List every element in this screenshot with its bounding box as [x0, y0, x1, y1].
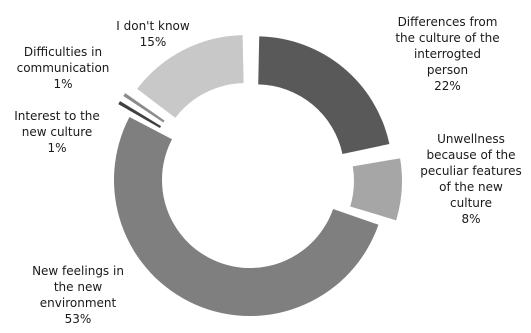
label-unwellness-line-2: because of the [426, 148, 516, 162]
label-differences-value: 22% [434, 79, 461, 93]
slice-interest [118, 101, 162, 129]
label-new-feelings-line-3: environment [39, 296, 117, 310]
slice-new-feelings [114, 116, 379, 317]
label-difficulties-line-2: communication [16, 61, 110, 75]
label-differences: Differences from the culture of the inte… [380, 14, 515, 94]
label-dont-know-value: 15% [139, 35, 167, 49]
label-unwellness-value: 8% [461, 212, 481, 226]
label-unwellness-line-5: culture [450, 196, 492, 210]
slice-difficulties [123, 93, 165, 123]
label-differences-line-3: interrogted [413, 47, 482, 61]
label-dont-know-line-1: I don't know [116, 19, 190, 33]
label-unwellness-line-1: Unwellness [437, 132, 505, 146]
label-new-feelings: New feelings in the new environment 53% [18, 263, 138, 327]
label-differences-line-1: Differences from [397, 15, 498, 29]
label-interest-value: 1% [47, 141, 67, 155]
label-interest-line-2: new culture [21, 125, 93, 139]
label-interest-line-1: Interest to the [14, 109, 100, 123]
label-new-feelings-line-2: the new [53, 280, 103, 294]
label-interest: Interest to the new culture 1% [4, 108, 110, 156]
label-difficulties-line-1: Difficulties in [23, 45, 103, 59]
label-new-feelings-value: 53% [64, 312, 92, 326]
slice-unwellness [350, 158, 402, 221]
label-dont-know: I don't know 15% [103, 18, 203, 50]
label-new-feelings-line-1: New feelings in [32, 264, 124, 278]
label-unwellness-line-4: of the new [439, 180, 503, 194]
label-difficulties: Difficulties in communication 1% [8, 44, 118, 92]
label-unwellness-line-3: peculiar features [420, 164, 522, 178]
label-differences-line-2: the culture of the [395, 31, 500, 45]
label-difficulties-value: 1% [53, 77, 73, 91]
slice-dont-know [137, 35, 244, 118]
label-differences-line-4: person [426, 63, 469, 77]
label-unwellness: Unwellness because of the peculiar featu… [414, 131, 528, 227]
slice-differences [258, 36, 390, 154]
